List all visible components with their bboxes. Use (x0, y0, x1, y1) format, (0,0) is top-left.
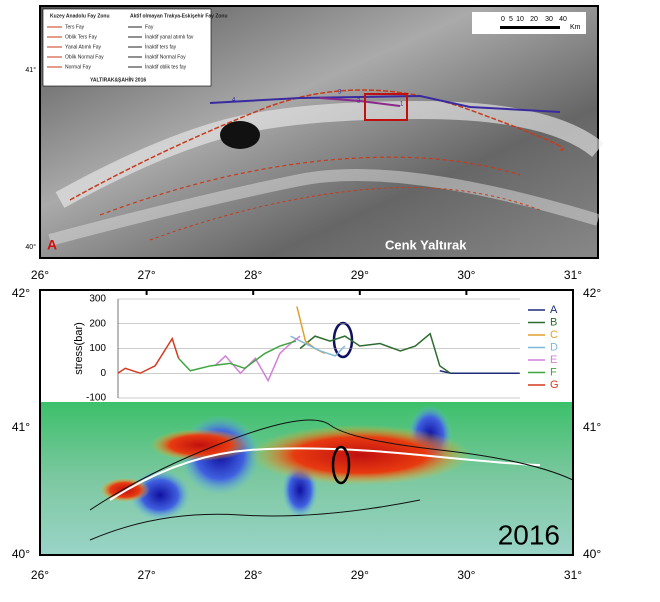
map-a (39, 5, 604, 259)
scale-bar (500, 26, 560, 29)
highlight-ellipse (331, 445, 351, 485)
scale-tick: 5 (509, 16, 513, 23)
legend-label: G (550, 379, 559, 391)
legend-source: YALTIRAK&ŞAHİN 2016 (90, 76, 146, 83)
y-tick-label: 100 (89, 343, 106, 354)
lat-label: 41° (583, 420, 601, 434)
lat-label: 40° (25, 243, 36, 251)
scale-unit: Km (570, 24, 581, 31)
coastline (89, 419, 574, 511)
fault-segment (209, 94, 561, 113)
y-tick-label: 0 (100, 368, 106, 379)
x-tick-label: 28° (244, 568, 262, 582)
x-tick-label: 27° (138, 568, 156, 582)
scale-tick: 0 (501, 16, 505, 23)
scale-box (472, 12, 586, 34)
stress-line (299, 332, 451, 374)
stress-line (214, 335, 301, 383)
legend-item: Yanal Atımlı Fay (65, 44, 102, 50)
legend-label: D (550, 341, 558, 353)
stress-field (130, 470, 190, 520)
y-axis-title: stress(bar) (73, 322, 85, 375)
segment-number: 2 (357, 99, 361, 105)
terrain (55, 100, 604, 208)
legend-item: Fay (145, 24, 154, 30)
legend-label: E (550, 354, 557, 366)
x-tick-label: 26° (31, 568, 49, 582)
lat-label: 42° (583, 286, 601, 300)
lat-label: 41° (25, 66, 36, 74)
legend-item: İnaktif oblik tes fay (145, 63, 187, 70)
fault-line (149, 187, 541, 241)
legend-heading: Aktif olmayan Trakya-Eskişehir Fay Zonu (130, 13, 228, 19)
legend-label: F (550, 366, 557, 378)
stress-line (178, 340, 297, 372)
scale-tick: 20 (530, 16, 538, 23)
segment-number: 4 (232, 98, 236, 104)
fault-line (69, 89, 564, 201)
panel-label: A (47, 237, 57, 253)
fault-line (99, 156, 521, 216)
coastline (89, 499, 421, 541)
stress-field (250, 425, 470, 485)
y-tick-label: -100 (86, 393, 106, 404)
legend-box (42, 8, 212, 87)
map-b (39, 289, 580, 556)
x-tick-label: 30° (457, 568, 475, 582)
terrain (48, 169, 600, 246)
fault-segment (319, 97, 401, 107)
x-tick-label: 26° (31, 268, 49, 282)
lat-label: 42° (12, 286, 30, 300)
x-tick-label: 31° (564, 568, 582, 582)
lat-label: 41° (12, 420, 30, 434)
x-tick-label: 30° (457, 268, 475, 282)
x-tick-label: 31° (564, 268, 582, 282)
credit: Cenk Yaltırak (385, 237, 467, 252)
legend-item: Normal Fay (65, 64, 91, 70)
stress-field (150, 429, 250, 461)
lat-label: 40° (12, 547, 30, 561)
legend-item: İnaktif Normal Fay (145, 53, 186, 60)
legend-item: İnaktif yanal atımlı fav (145, 33, 194, 40)
scale-tick: 40 (559, 16, 567, 23)
map-b-frame (39, 289, 574, 556)
legend-label: B (550, 316, 557, 328)
terrain (220, 121, 260, 149)
y-tick-label: 300 (89, 294, 106, 305)
legend-item: İnaktif ters fay (145, 43, 177, 50)
stress-line (290, 335, 346, 357)
fault-trace (109, 447, 541, 501)
year-label: 2016 (498, 519, 560, 550)
legend-item: Oblik Ters Fay (65, 34, 97, 40)
segment-number: 3 (338, 90, 342, 96)
lat-label: 40° (583, 547, 601, 561)
legend-item: Ters Fay (65, 24, 85, 30)
x-tick-label: 29° (351, 268, 369, 282)
x-tick-label: 27° (138, 268, 156, 282)
legend-item: Oblik Normal Fay (65, 54, 104, 60)
y-tick-label: 200 (89, 318, 106, 329)
scale-tick: 30 (545, 16, 553, 23)
legend-label: A (550, 304, 558, 316)
legend-heading: Kuzey Anadolu Fay Zonu (50, 13, 110, 19)
x-tick-label: 29° (351, 568, 369, 582)
stress-line (117, 336, 180, 375)
scale-tick: 10 (516, 16, 524, 23)
segment-number: 1 (400, 102, 404, 108)
highlight-box (364, 93, 408, 121)
x-tick-label: 28° (244, 268, 262, 282)
legend-label: C (550, 329, 558, 341)
